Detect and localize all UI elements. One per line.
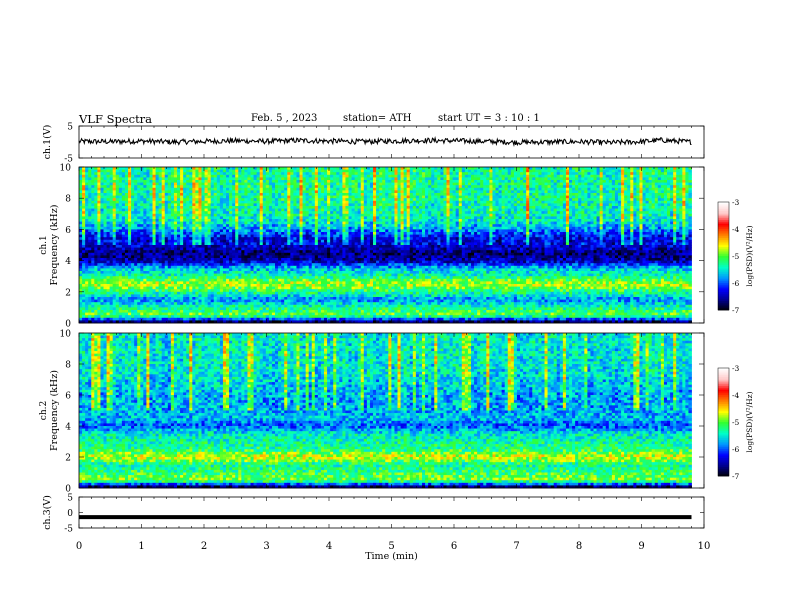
ch1-spec-colorbar-label: log(PSD)(V²/Hz) (745, 225, 754, 286)
ch1-spec-y-tick-label: 0 (65, 320, 71, 330)
ch1-spec-colorbar-tick-label: -3 (732, 198, 740, 207)
ch1-y-tick-label: 5 (67, 123, 73, 133)
ch2-spec-y-tick-label: 4 (65, 423, 71, 433)
ch1-spec-y-label-freq: Frequency (kHz) (49, 205, 60, 286)
ch2-spec-y-tick-label: 8 (65, 361, 71, 371)
ch1-spec-colorbar-tick-label: -4 (732, 225, 740, 234)
ch1-spec-y-tick-label: 4 (65, 257, 71, 267)
ch1-spec-y-tick-label: 10 (60, 164, 72, 174)
ch1-spec-y-tick-label: 8 (65, 195, 71, 205)
ch2-spec-y-label-channel: ch.2 (39, 401, 49, 420)
ch2-spec-colorbar-tick-label: -3 (732, 364, 740, 373)
ch1-spec-colorbar-tick-label: -6 (732, 279, 740, 288)
ch2-spec-y-tick-label: 6 (65, 392, 71, 402)
ch1-spec-y-tick-label: 6 (65, 226, 71, 236)
ch2-spec-colorbar-tick-label: -7 (732, 472, 740, 481)
ch2-spec-colorbar-tick-label: -5 (732, 418, 740, 427)
ch2-spec-colorbar (718, 368, 729, 476)
ch2-spec-heatmap (79, 333, 692, 488)
ch1-spec-colorbar-tick-label: -5 (732, 252, 740, 261)
x-tick-label: 4 (326, 541, 332, 552)
ch1-y-label: ch.1(V) (42, 125, 53, 160)
ch3-y-tick-label: 0 (67, 509, 73, 519)
ch1-spec-colorbar (718, 202, 729, 310)
ch3-y-label: ch.3(V) (42, 495, 53, 530)
ch2-spec-colorbar-label: log(PSD)(V²/Hz) (745, 391, 754, 452)
ch1-spec-y-tick-label: 2 (65, 288, 71, 298)
ch2-spec-y-label-freq: Frequency (kHz) (49, 370, 60, 451)
x-tick-label: 2 (201, 541, 207, 552)
x-tick-label: 8 (576, 541, 582, 552)
x-tick-label: 3 (263, 541, 269, 552)
x-axis-label: Time (min) (365, 551, 418, 562)
x-tick-label: 6 (451, 541, 457, 552)
x-tick-label: 9 (638, 541, 644, 552)
ch2-spec-colorbar-tick-label: -4 (732, 391, 740, 400)
x-tick-label: 0 (76, 541, 82, 552)
ch2-spec-y-tick-label: 2 (65, 454, 71, 464)
ch2-spec-colorbar-tick-label: -6 (732, 445, 740, 454)
x-tick-label: 1 (138, 541, 144, 552)
x-tick-label: 10 (698, 541, 711, 552)
ch1-spec-y-label-channel: ch.1 (39, 235, 49, 254)
ch3-y-tick-label: 5 (67, 494, 73, 504)
ch1-trace (79, 138, 692, 145)
ch1-spec-colorbar-tick-label: -7 (732, 306, 740, 315)
ch3-frame (79, 497, 704, 528)
ch2-spec-y-tick-label: 10 (60, 330, 72, 340)
x-tick-label: 7 (513, 541, 519, 552)
ch1-spec-heatmap (79, 167, 692, 323)
ch3-y-tick-label: -5 (64, 525, 73, 535)
